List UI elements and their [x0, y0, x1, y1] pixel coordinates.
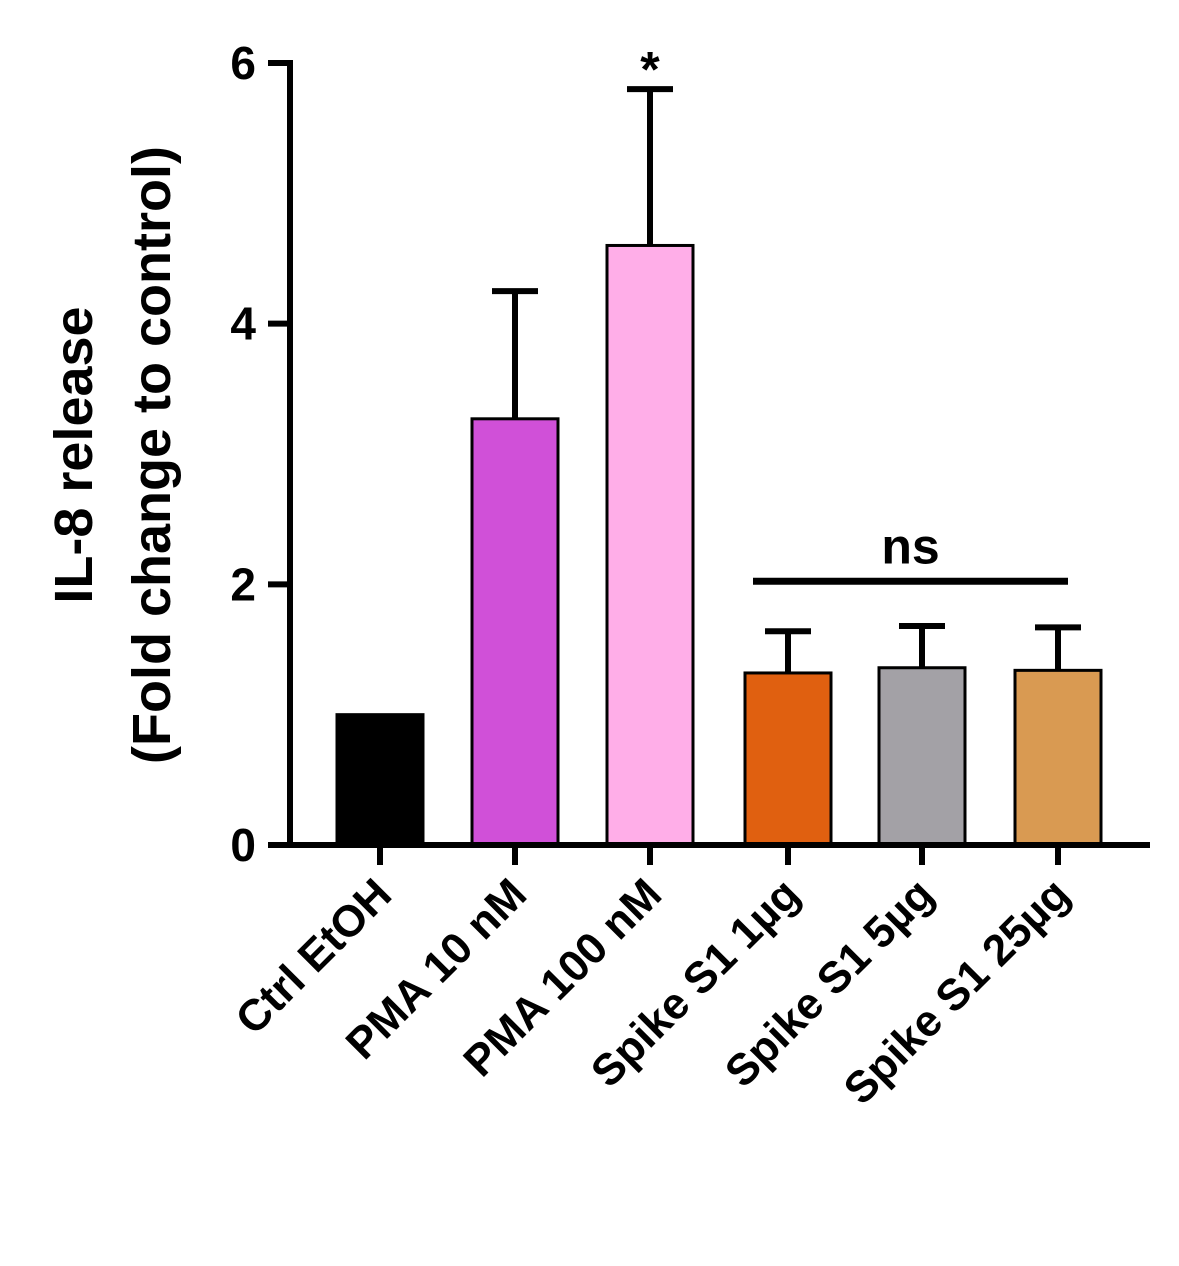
bar	[335, 713, 425, 847]
error-bars	[492, 86, 1081, 673]
y-tick-label: 0	[230, 819, 256, 871]
y-axis-label-line1: IL-8 release	[44, 306, 104, 603]
bar	[470, 417, 560, 847]
ns-label: ns	[881, 518, 939, 574]
y-axis-label-line2: (Fold change to control)	[122, 146, 182, 764]
bar	[1013, 668, 1103, 847]
significance-star: *	[640, 41, 660, 97]
y-axis-label: IL-8 release (Fold change to control)	[44, 146, 182, 764]
y-tick-label: 6	[230, 37, 256, 89]
bar	[605, 243, 695, 847]
y-tick-label: 4	[230, 298, 256, 350]
annotations: * ns	[640, 41, 1068, 585]
y-tick-label: 2	[230, 558, 256, 610]
bar	[877, 666, 967, 847]
y-axis-ticks: 0 2 4 6	[230, 37, 290, 871]
bars	[335, 243, 1103, 847]
bar	[743, 671, 833, 847]
